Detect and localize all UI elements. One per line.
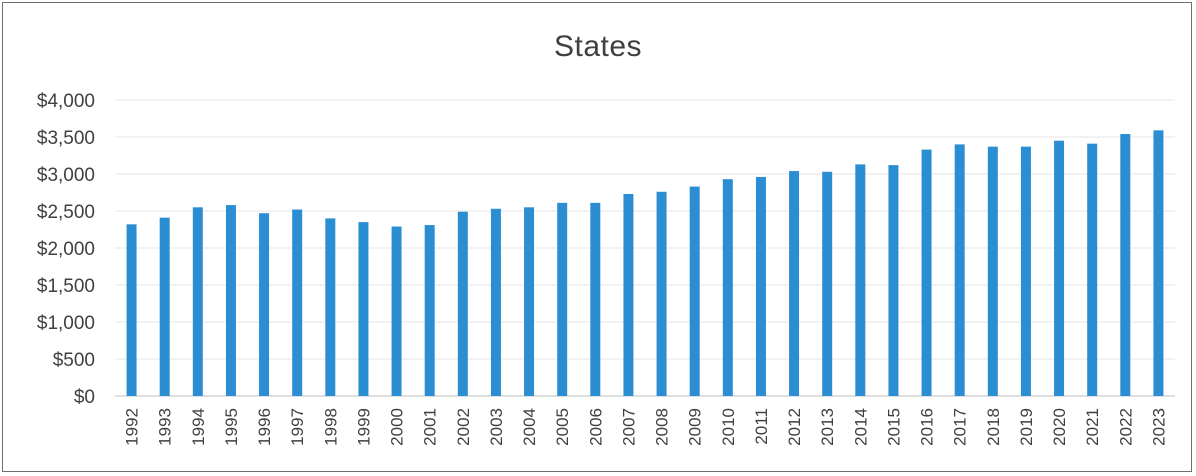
- x-tick-label: 2018: [984, 408, 1003, 446]
- x-tick-label: 2012: [785, 408, 804, 446]
- x-tick-label: 2008: [653, 408, 672, 446]
- bar: [590, 202, 601, 396]
- x-tick-label: 2021: [1083, 408, 1102, 446]
- x-tick-label: 2015: [884, 408, 903, 446]
- x-tick-label: 2001: [421, 408, 440, 446]
- bar: [192, 207, 203, 396]
- bar: [457, 211, 468, 396]
- y-tick-label: $2,500: [37, 202, 95, 223]
- x-tick-label: 1998: [321, 408, 340, 446]
- y-tick-label: $2,000: [37, 239, 95, 260]
- bar: [424, 225, 435, 396]
- y-tick-label: $1,000: [37, 313, 95, 334]
- x-tick-label: 2007: [619, 408, 638, 446]
- x-tick-label: 2014: [851, 408, 870, 446]
- x-tick-label: 1993: [156, 408, 175, 446]
- x-tick-label: 2003: [487, 408, 506, 446]
- y-tick-label: $500: [53, 350, 95, 371]
- x-tick-label: 2020: [1050, 408, 1069, 446]
- bar: [325, 218, 336, 396]
- y-tick-label: $3,500: [37, 128, 95, 149]
- bar: [1020, 146, 1031, 396]
- x-tick-label: 2002: [454, 408, 473, 446]
- bar: [954, 144, 965, 396]
- bar: [391, 226, 402, 396]
- x-tick-label: 2004: [520, 408, 539, 446]
- x-tick-label: 1999: [354, 408, 373, 446]
- bar: [126, 224, 137, 396]
- x-tick-label: 1997: [288, 408, 307, 446]
- x-tick-label: 1996: [255, 408, 274, 446]
- x-tick-label: 2009: [686, 408, 705, 446]
- y-tick-label: $0: [74, 387, 95, 408]
- x-tick-label: 1994: [189, 408, 208, 446]
- bar: [358, 222, 369, 396]
- bar: [755, 176, 766, 396]
- bar: [524, 207, 535, 396]
- x-tick-label: 2023: [1149, 408, 1168, 446]
- y-tick-label: $1,500: [37, 276, 95, 297]
- y-tick-label: $4,000: [37, 91, 95, 112]
- bar: [855, 164, 866, 396]
- bar: [259, 213, 270, 396]
- bar: [822, 171, 833, 396]
- bar: [490, 208, 501, 396]
- bar: [1054, 140, 1065, 396]
- y-tick-label: $3,000: [37, 165, 95, 186]
- x-tick-label: 2017: [951, 408, 970, 446]
- x-tick-label: 2006: [586, 408, 605, 446]
- bar: [722, 179, 733, 396]
- bar: [656, 191, 667, 396]
- bar: [1153, 130, 1164, 396]
- bar: [888, 165, 899, 396]
- bar: [1120, 134, 1131, 397]
- bar: [623, 193, 634, 396]
- x-tick-label: 2022: [1116, 408, 1135, 446]
- bar: [225, 205, 236, 396]
- bar: [789, 171, 800, 396]
- x-tick-label: 2000: [388, 408, 407, 446]
- x-tick-label: 2005: [553, 408, 572, 446]
- bar: [557, 202, 568, 396]
- chart-title: States: [553, 30, 643, 63]
- x-tick-label: 1995: [222, 408, 241, 446]
- x-tick-label: 2019: [1017, 408, 1036, 446]
- bar: [689, 186, 700, 396]
- bar: [987, 146, 998, 396]
- bar: [1087, 143, 1098, 396]
- bar: [292, 209, 303, 396]
- bar: [921, 149, 932, 396]
- x-tick-label: 2013: [818, 408, 837, 446]
- x-tick-label: 2016: [918, 408, 937, 446]
- x-tick-label: 2010: [719, 408, 738, 446]
- x-tick-label: 1992: [123, 408, 142, 446]
- x-tick-label: 2011: [752, 408, 771, 445]
- bar: [159, 217, 170, 396]
